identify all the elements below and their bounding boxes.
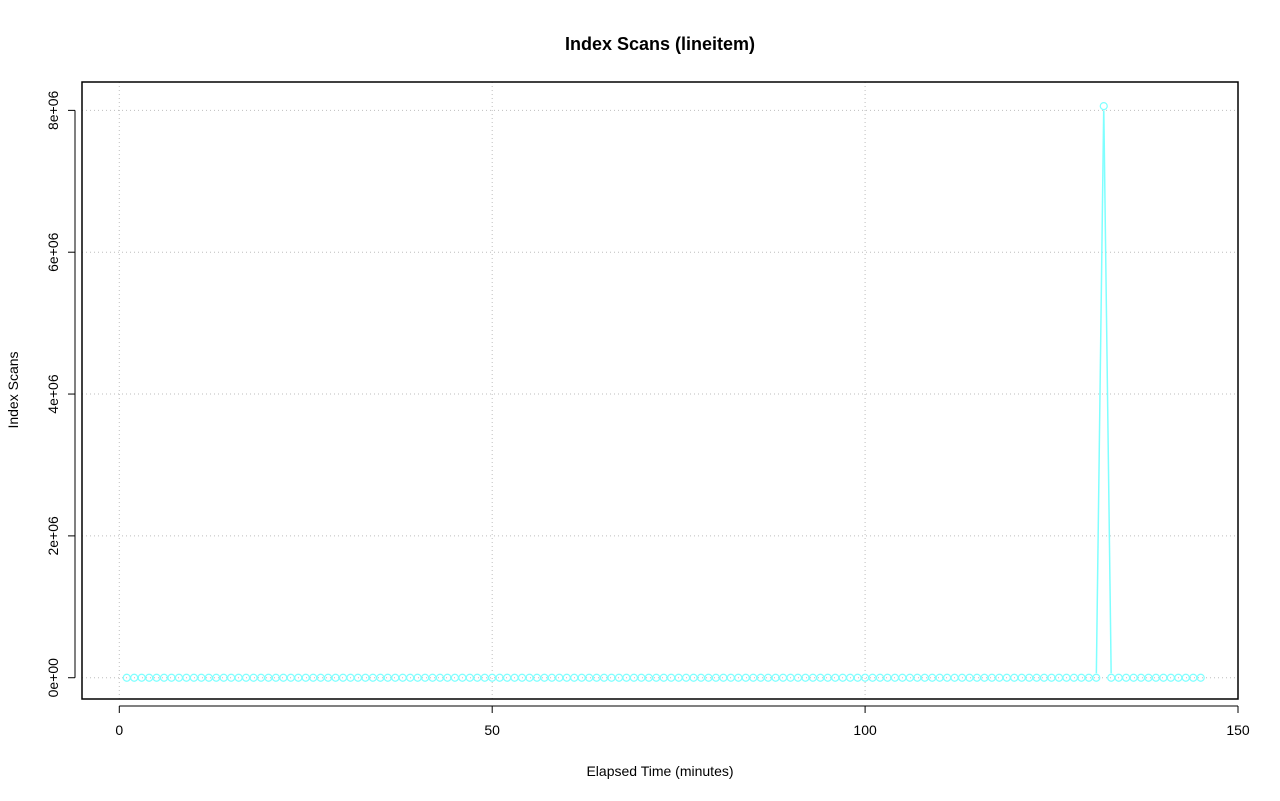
data-point [525,673,534,682]
y-tick-label: 4e+06 [45,374,61,414]
data-point [1017,673,1026,682]
data-point [1107,673,1116,682]
data-point [905,673,914,682]
data-point [137,673,146,682]
x-tick-label: 150 [1226,722,1250,738]
data-point [279,673,288,682]
data-point [577,673,586,682]
data-point [629,673,638,682]
data-point [853,673,862,682]
plot-frame [81,81,1239,700]
data-point [793,673,803,682]
data-point [503,673,512,682]
data-point [607,673,616,682]
data-point [1099,102,1108,111]
series-segment [1095,110,1105,674]
x-axis: 0 50 100 150 [115,705,1250,738]
data-point [1092,673,1101,682]
data-point [1054,673,1064,682]
data-point [1159,673,1168,682]
data-point [249,673,258,682]
data-point [353,673,363,682]
data-point [719,673,728,682]
grid-lines [82,82,1239,699]
data-point [555,673,564,682]
data-point [465,673,474,682]
y-tick-label: 8e+06 [45,90,61,130]
data-point [689,673,698,682]
y-axis-label: Index Scans [5,351,21,428]
data-point [965,673,974,682]
data-point [413,673,422,682]
data-point [943,673,952,682]
x-tick-label: 0 [115,722,123,738]
data-point [995,673,1004,682]
x-axis-label: Elapsed Time (minutes) [586,763,733,779]
x-tick-label: 100 [853,722,877,738]
data-point [1047,673,1056,682]
y-tick-label: 2e+06 [45,516,61,556]
y-tick-label: 0e+00 [45,658,61,698]
chart-title: Index Scans (lineitem) [565,34,755,54]
data-point [1181,673,1190,682]
data-point [167,673,176,682]
data-point [443,673,452,682]
y-axis: 0e+00 2e+06 4e+06 6e+06 8e+06 [45,90,76,698]
series-group [122,102,1205,682]
data-point [831,673,840,682]
series-segment [1103,110,1112,674]
x-tick-label: 50 [484,722,500,738]
data-point [883,673,892,682]
data-point [741,673,750,682]
data-point [1196,673,1205,682]
data-point [667,673,676,682]
data-point [391,673,400,682]
y-tick-label: 6e+06 [45,232,61,272]
data-point [301,673,310,682]
data-point [1069,673,1079,682]
data-point [227,673,236,682]
data-point [338,673,348,682]
data-point [778,673,788,682]
data-point [189,673,198,682]
data-point [1129,673,1138,682]
